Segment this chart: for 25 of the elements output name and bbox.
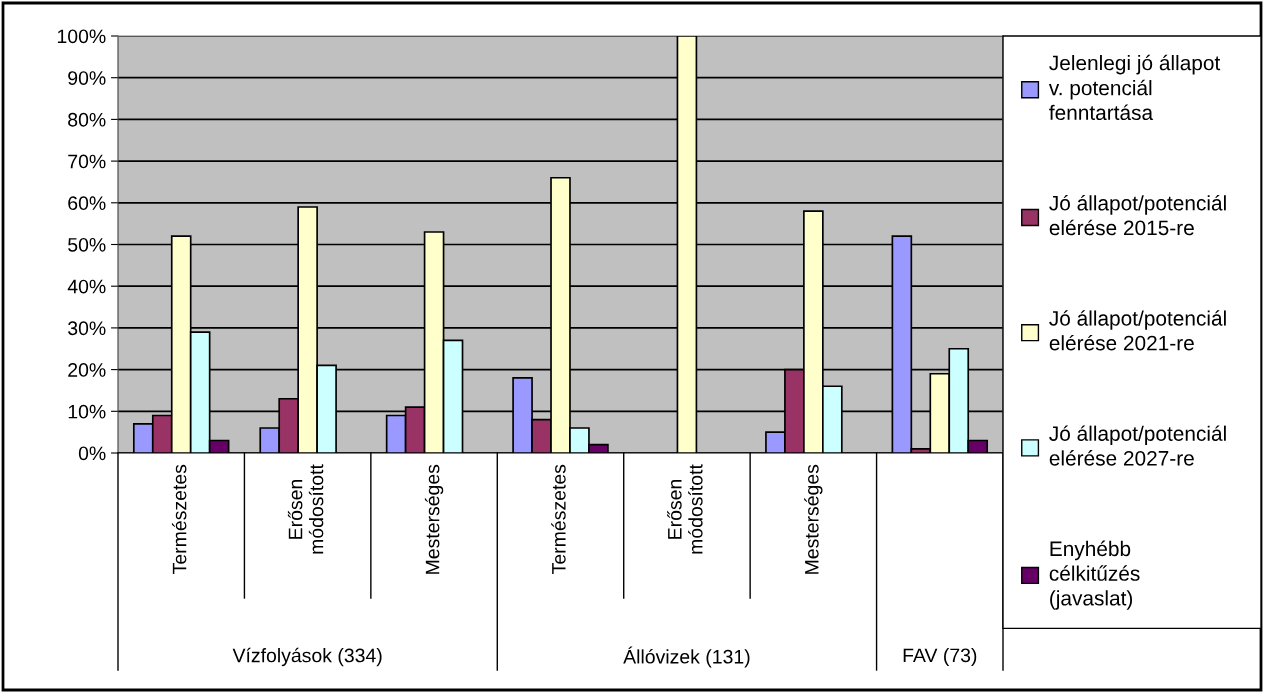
y-tick-label: 30% bbox=[68, 321, 106, 336]
legend-label: Jó állapot/potenciál elérése 2027-re bbox=[1049, 425, 1226, 466]
x-tick-label: Mesterséges bbox=[804, 464, 823, 574]
text: Állóvizek (131) bbox=[623, 646, 750, 668]
y-tick-label: 90% bbox=[68, 71, 106, 85]
legend-label: Jelenlegi jó állapot v. potenciál fenntartása bbox=[1048, 54, 1221, 121]
text: Vízfolyások (334) bbox=[232, 647, 382, 667]
text: FAV (73) bbox=[903, 647, 977, 667]
y-tick-label: 20% bbox=[68, 363, 106, 377]
y-tick-label: 0% bbox=[78, 446, 106, 461]
y-tick-label: 10% bbox=[68, 404, 106, 419]
x-tick-label: Mesterséges bbox=[424, 464, 444, 574]
y-tick-label: 50% bbox=[68, 237, 106, 252]
x-tick-label: Erősen módosított bbox=[287, 464, 324, 554]
legend-label: Jó állapot/potenciál elérése 2015-re bbox=[1049, 194, 1226, 236]
x-tick-label: Természetes bbox=[551, 464, 566, 574]
y-tick-label: 100% bbox=[57, 29, 106, 44]
x-tick-label: Erősen módosított bbox=[667, 464, 703, 554]
y-tick-label: 80% bbox=[68, 112, 106, 127]
x-tick-label: Természetes bbox=[171, 464, 187, 574]
y-tick-label: 70% bbox=[68, 154, 106, 169]
legend-label: Jó állapot/potenciál elérése 2021-re bbox=[1049, 310, 1226, 351]
legend-label: Enyhébb célkitűzés (javaslat) bbox=[1049, 540, 1140, 610]
y-tick-label: 60% bbox=[68, 196, 106, 211]
y-tick-label: 40% bbox=[67, 279, 106, 294]
